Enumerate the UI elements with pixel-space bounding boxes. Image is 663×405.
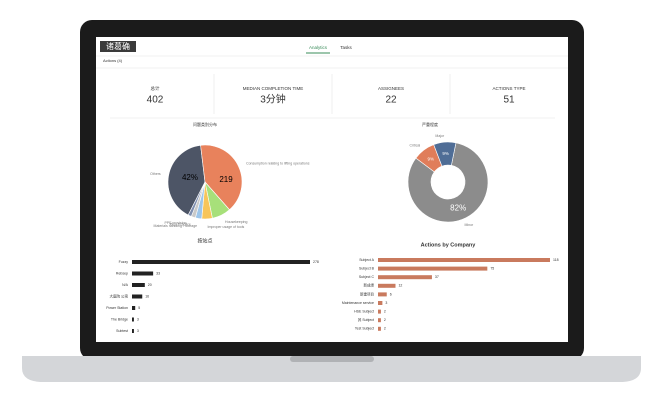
bar-value: 75 [490,267,494,271]
bar-value: 20 [148,283,152,287]
annotation: 219 [219,175,233,184]
bar-label: N/A [122,283,129,287]
card-value: 51 [503,95,515,106]
bar [378,309,381,314]
card-label: ASSIGNEES [378,86,404,91]
filter[interactable]: Actions (4) [103,58,123,63]
slice [200,144,243,211]
bar [132,329,134,333]
bar [132,317,134,322]
slice [407,142,489,223]
bar [378,301,383,305]
bar-value: 33 [156,271,160,275]
value-label: 82% [450,204,466,213]
value-label: 9% [442,151,449,156]
bar-value: 278 [313,260,319,264]
slice [167,144,206,216]
slice-label: Minor [464,223,474,227]
bar-label: Fuzzy [119,260,129,264]
bar-value: 37 [435,275,439,279]
slice-label: Others [150,172,161,176]
bar-label: Subtest [116,329,128,333]
slice [187,181,206,217]
logo: 诸葛确 [106,41,130,51]
annotation: 42% [182,173,198,182]
bar-label: 新成绩 [364,283,375,288]
bar [378,318,381,323]
slice [433,141,457,167]
bar-label: Power Station [106,306,128,310]
bar-label: Test Subject [355,327,374,331]
tab[interactable]: Tasks [340,45,352,50]
bar-value: 3 [137,329,139,333]
bar [132,283,145,287]
bar-label: Maintenance service [342,301,374,305]
slice-label: PPE provision [164,221,186,225]
bar-value: 2 [384,318,386,322]
bar-value: 5 [138,306,140,310]
card-value: 3分钟 [260,93,286,106]
bar-label: The Bridge [111,317,128,321]
notch [290,356,374,362]
slice-label: Critical [410,143,421,147]
tab[interactable]: Analytics [309,45,328,50]
value-label: 9% [428,156,435,161]
card-label: 总计 [151,85,160,92]
bar [378,292,387,297]
card-label: MEDIAN COMPLETION TIME [243,86,303,91]
bars-title: Actions by Company [421,242,477,248]
card-value: 402 [147,95,164,106]
slice-label: Housekeeping [225,220,247,224]
bar [378,258,550,262]
slice-label: Major [435,134,445,138]
bar-label: HSE Subject [354,310,374,314]
bar-label: 大庭院 公寓 [110,293,129,298]
bar-value: 2 [384,327,386,331]
bar-value: 6 [390,292,392,296]
bar [378,275,432,280]
slice-label: Consumption relating to lifting operatio… [246,162,310,166]
bar-value: 118 [553,258,559,262]
pie-title: 问题类别分布 [193,121,217,127]
base [22,356,641,382]
bar-value: 3 [385,301,387,305]
bars-title: 按站点 [197,237,212,244]
bar-label: Subject C [359,275,375,279]
bar-value: 3 [137,317,139,321]
bar-label: 其 Subject [358,318,374,322]
bar [378,283,396,288]
bar [132,260,310,264]
bar [132,306,136,310]
bar-label: 新建项目 [360,291,374,296]
bar-value: 16 [145,294,149,298]
bar-value: 2 [384,310,386,314]
bar-value: 12 [398,284,402,288]
bar-label: Subject A [359,258,374,262]
slice-label: Improper usage of tools [208,225,245,229]
bar [378,266,488,271]
slice-label: Materials handling / Storage [154,224,198,228]
bar [378,326,381,331]
logo-bg [100,41,136,52]
card-value: 22 [385,95,397,106]
bar [132,271,154,276]
slice-label: Poor Practice [170,223,191,227]
card-label: ACTIONS TYPE [493,86,526,91]
bar [132,294,143,299]
donut-title: 严重程度 [422,121,438,127]
bar-label: Subject B [359,267,375,271]
bar-label: Rebsep [116,271,128,275]
